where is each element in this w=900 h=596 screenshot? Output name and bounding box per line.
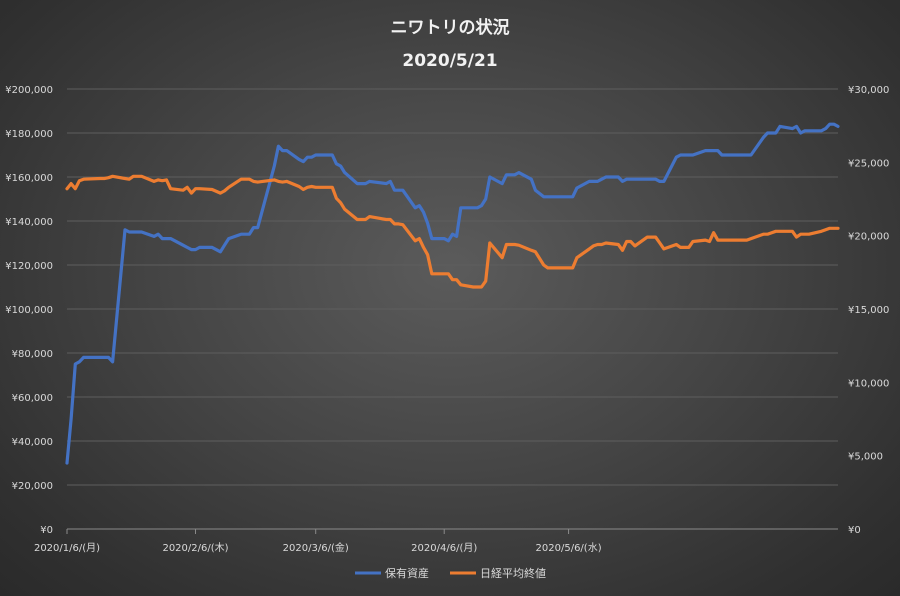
y-left-tick-label: ¥60,000 bbox=[12, 393, 53, 404]
y-left-tick-label: ¥40,000 bbox=[12, 437, 53, 448]
x-tick-label: 2020/5/6/(水) bbox=[536, 542, 602, 554]
y-left-tick-label: ¥140,000 bbox=[5, 217, 53, 228]
y-right-tick-label: ¥15,000 bbox=[848, 305, 889, 316]
y-right-tick-label: ¥10,000 bbox=[848, 378, 889, 389]
y-right-tick-label: ¥25,000 bbox=[848, 158, 889, 169]
series-line-assets bbox=[65, 122, 840, 465]
y-left-tick-label: ¥160,000 bbox=[5, 173, 53, 184]
y-left-tick-label: ¥120,000 bbox=[5, 261, 53, 272]
x-tick-label: 2020/3/6/(金) bbox=[283, 541, 349, 554]
y-left-tick-label: ¥200,000 bbox=[5, 85, 53, 96]
legend: 保有資産 日経平均終値 bbox=[355, 566, 546, 580]
legend-label: 日経平均終値 bbox=[480, 566, 546, 580]
y-left-tick-label: ¥0 bbox=[40, 525, 53, 536]
y-right-tick-label: ¥20,000 bbox=[848, 232, 889, 243]
series-lines bbox=[65, 122, 840, 465]
series-line-nikkei bbox=[65, 174, 840, 289]
legend-label: 保有資産 bbox=[385, 566, 429, 580]
x-tick-label: 2020/1/6/(月) bbox=[34, 542, 100, 554]
y-left-tick-label: ¥100,000 bbox=[5, 305, 53, 316]
y-left-tick-label: ¥20,000 bbox=[12, 481, 53, 492]
x-tick-label: 2020/2/6/(木) bbox=[162, 542, 228, 554]
x-tick-label: 2020/4/6/(月) bbox=[411, 542, 477, 554]
y-right-tick-label: ¥30,000 bbox=[848, 85, 889, 96]
y-right-tick-label: ¥5,000 bbox=[848, 452, 883, 463]
gridlines bbox=[67, 88, 838, 530]
axes: ¥0 ¥20,000 ¥40,000 ¥60,000 ¥80,000 ¥100,000 ¥1… bbox=[5, 85, 889, 554]
y-left-tick-label: ¥180,000 bbox=[5, 129, 53, 140]
y-right-tick-label: ¥0 bbox=[848, 525, 861, 536]
y-left-tick-label: ¥80,000 bbox=[12, 349, 53, 360]
chart-title: ニワトリの状況 bbox=[391, 17, 510, 38]
chart-subtitle: 2020/5/21 bbox=[402, 51, 497, 71]
